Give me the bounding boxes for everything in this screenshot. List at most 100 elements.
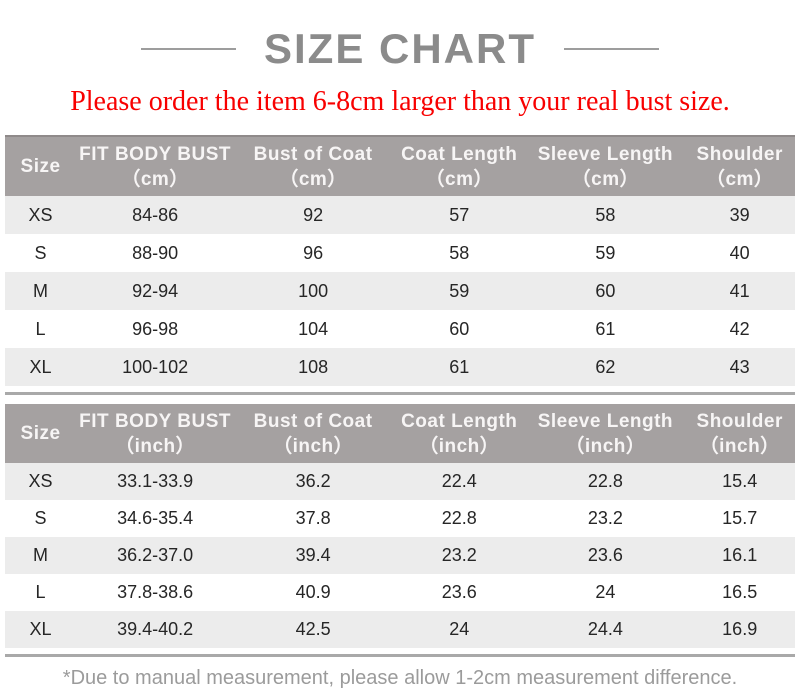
measurement-cell: 57	[449, 204, 470, 225]
title-left-line	[141, 48, 236, 50]
size-table-block-cm: Size FIT BODY BUST （cm） Bust of Coat （cm） Coa…	[5, 135, 795, 395]
measurement-cell: 62	[595, 356, 616, 377]
column-header-bust-of-coat: Bust of Coat （cm）	[234, 135, 393, 196]
column-header-coat-length: Coat Length （inch）	[392, 404, 527, 463]
measurement-cell: 59	[449, 280, 470, 301]
measurement-note: *Due to manual measurement, please allow…	[62, 667, 738, 689]
measurement-cell: 41	[729, 280, 750, 301]
measurement-cell: 36.2-37.0	[117, 545, 194, 565]
measurement-cell: 42	[729, 318, 750, 339]
measurement-cell: 16.5	[722, 582, 758, 602]
column-unit: （cm）	[571, 168, 640, 190]
measurement-cell: 39.4	[295, 545, 331, 565]
size-table-block-inch: Size FIT BODY BUST （inch） Bust of Coat （inch…	[5, 404, 795, 657]
measurement-cell: 58	[449, 242, 470, 263]
size-cell: M	[33, 280, 49, 301]
title-right-line	[564, 48, 659, 50]
title-row: SIZE CHART	[0, 0, 800, 72]
measurement-cell: 22.8	[587, 471, 623, 491]
order-notice: Please order the item 6-8cm larger than …	[70, 86, 730, 117]
column-header-bust-of-coat: Bust of Coat （inch）	[234, 404, 393, 463]
column-header-fit-body-bust: FIT BODY BUST （inch）	[76, 404, 235, 463]
measurement-cell: 40	[729, 242, 750, 263]
table-row-inch-xl: XL 39.4-40.2 42.5 24 24.4 16.9	[5, 611, 795, 648]
measurement-cell: 34.6-35.4	[117, 508, 194, 528]
measurement-cell: 15.7	[722, 508, 758, 528]
measurement-cell: 61	[595, 318, 616, 339]
measurement-cell: 108	[298, 356, 329, 377]
column-header-size: Size	[5, 135, 77, 196]
column-label: Bust of Coat	[253, 143, 373, 165]
table-row-inch-xs: XS 33.1-33.9 36.2 22.4 22.8 15.4	[5, 463, 795, 500]
size-cell: M	[33, 545, 49, 565]
measurement-cell: 23.2	[441, 545, 477, 565]
size-cell: S	[34, 508, 47, 528]
measurement-cell: 33.1-33.9	[117, 471, 194, 491]
column-unit: （inch）	[699, 435, 780, 457]
column-label: Coat Length	[401, 410, 518, 432]
measurement-cell: 61	[449, 356, 470, 377]
column-unit: （inch）	[565, 435, 646, 457]
measurement-cell: 100-102	[122, 356, 189, 377]
measurement-cell: 60	[449, 318, 470, 339]
table-row-cm-xs: XS 84-86 92 57 58 39	[5, 196, 795, 234]
measurement-cell: 23.6	[441, 582, 477, 602]
measurement-cell: 84-86	[132, 204, 179, 225]
column-header-size: Size	[5, 404, 77, 463]
measurement-cell: 96-98	[132, 318, 179, 339]
column-label: Sleeve Length	[537, 410, 674, 432]
size-table-inch: Size FIT BODY BUST （inch） Bust of Coat （inch…	[5, 404, 795, 648]
size-cell: XL	[29, 356, 52, 377]
column-unit: （cm）	[425, 168, 493, 190]
size-cell: L	[35, 582, 46, 602]
column-unit: （inch）	[419, 435, 500, 457]
measurement-cell: 15.4	[722, 471, 758, 491]
size-cell: XS	[28, 471, 53, 491]
column-label: Coat Length	[401, 143, 518, 165]
table-row-cm-l: L 96-98 104 60 61 42	[5, 310, 795, 348]
measurement-cell: 96	[303, 242, 324, 263]
column-label: FIT BODY BUST	[79, 143, 231, 165]
table-row-cm-xl: XL 100-102 108 61 62 43	[5, 348, 795, 386]
measurement-cell: 23.6	[587, 545, 623, 565]
measurement-cell: 22.8	[441, 508, 477, 528]
column-unit: （cm）	[121, 168, 189, 190]
measurement-cell: 24	[449, 619, 470, 639]
size-table-cm: Size FIT BODY BUST （cm） Bust of Coat （cm） Coa…	[5, 135, 795, 386]
table-row-cm-m: M 92-94 100 59 60 41	[5, 272, 795, 310]
measurement-cell: 16.9	[722, 619, 758, 639]
measurement-cell: 100	[298, 280, 329, 301]
measurement-cell: 39.4-40.2	[117, 619, 194, 639]
measurement-cell: 22.4	[441, 471, 477, 491]
column-label: Bust of Coat	[253, 410, 373, 432]
measurement-cell: 37.8-38.6	[117, 582, 194, 602]
measurement-cell: 16.1	[722, 545, 758, 565]
size-cell: S	[34, 242, 47, 263]
measurement-cell: 37.8	[295, 508, 331, 528]
column-unit: （inch）	[115, 435, 196, 457]
column-header-shoulder: Shoulder （inch）	[684, 404, 795, 463]
measurement-cell: 42.5	[295, 619, 331, 639]
column-unit: （inch）	[273, 435, 354, 457]
size-tables-container: Size FIT BODY BUST （cm） Bust of Coat （cm） Coa…	[0, 135, 800, 657]
measurement-cell: 92-94	[132, 280, 179, 301]
measurement-cell: 24.4	[587, 619, 623, 639]
measurement-cell: 43	[729, 356, 750, 377]
header-row-cm: Size FIT BODY BUST （cm） Bust of Coat （cm） Coa…	[5, 135, 795, 196]
header-row-inch: Size FIT BODY BUST （inch） Bust of Coat （inch…	[5, 404, 795, 463]
column-label: FIT BODY BUST	[79, 410, 231, 432]
column-label: Sleeve Length	[537, 143, 674, 165]
table-bottom-rule	[5, 654, 795, 657]
measurement-cell: 59	[595, 242, 616, 263]
table-row-inch-m: M 36.2-37.0 39.4 23.2 23.6 16.1	[5, 537, 795, 574]
size-cell: L	[35, 318, 46, 339]
measurement-cell: 36.2	[295, 471, 331, 491]
measurement-cell: 23.2	[587, 508, 623, 528]
measurement-cell: 88-90	[132, 242, 179, 263]
measurement-cell: 60	[595, 280, 616, 301]
table-bottom-rule	[5, 392, 795, 395]
column-unit: （cm）	[705, 168, 774, 190]
column-header-fit-body-bust: FIT BODY BUST （cm）	[76, 135, 235, 196]
column-label: Shoulder	[696, 143, 783, 165]
